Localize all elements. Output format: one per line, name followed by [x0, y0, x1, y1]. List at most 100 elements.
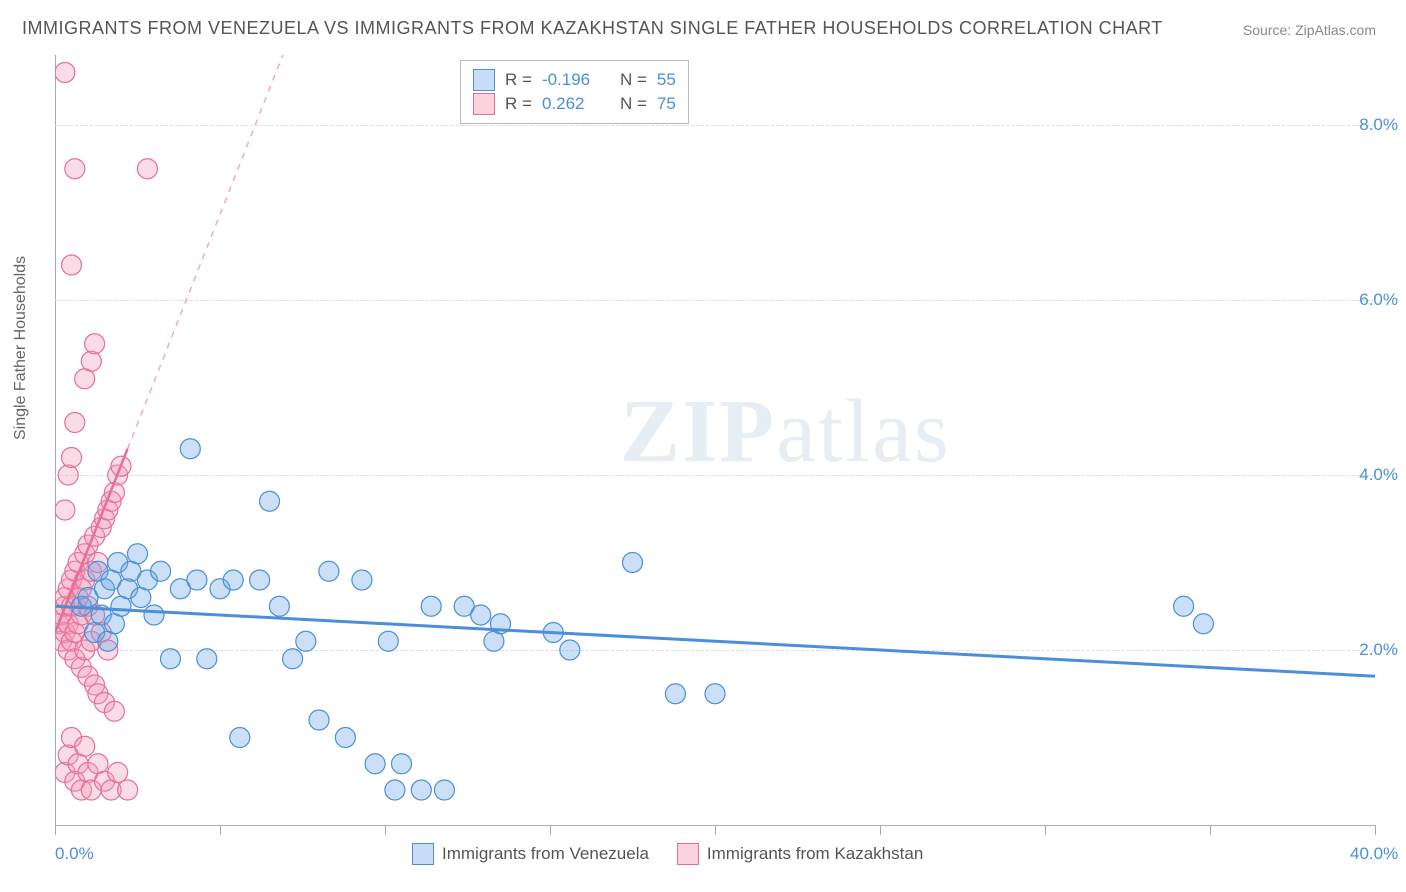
legend-row-pink: R = 0.262 N = 75 [473, 93, 676, 115]
scatter-point [71, 780, 91, 800]
trend-line [55, 449, 128, 633]
scatter-point [1193, 614, 1213, 634]
scatter-point [283, 649, 303, 669]
scatter-point [111, 456, 131, 476]
scatter-point [78, 588, 98, 608]
scatter-point [421, 596, 441, 616]
y-tick-label: 8.0% [1338, 115, 1398, 135]
scatter-point [309, 710, 329, 730]
scatter-point [197, 649, 217, 669]
x-tick [880, 825, 881, 835]
r-value-pink: 0.262 [542, 94, 602, 114]
scatter-point [111, 596, 131, 616]
scatter-point [104, 701, 124, 721]
grid-line [55, 125, 1375, 126]
correlation-legend: R = -0.196 N = 55 R = 0.262 N = 75 [460, 60, 689, 124]
scatter-point [411, 780, 431, 800]
scatter-point [78, 535, 98, 555]
source-attribution: Source: ZipAtlas.com [1243, 22, 1376, 38]
scatter-point [55, 623, 75, 643]
scatter-point [484, 631, 504, 651]
scatter-point [65, 413, 85, 433]
scatter-point [95, 579, 115, 599]
scatter-point [101, 570, 121, 590]
trend-line [55, 606, 1375, 676]
scatter-point [62, 631, 82, 651]
legend-label: Immigrants from Venezuela [442, 844, 649, 864]
scatter-point [58, 614, 78, 634]
watermark-zip: ZIP [620, 382, 776, 481]
scatter-point [128, 544, 148, 564]
y-axis-line [55, 55, 56, 825]
scatter-point [95, 771, 115, 791]
scatter-point [81, 561, 101, 581]
n-value-blue: 55 [657, 70, 676, 90]
scatter-point [55, 605, 72, 625]
scatter-point [335, 728, 355, 748]
scatter-point [91, 605, 111, 625]
x-tick [715, 825, 716, 835]
scatter-point [144, 605, 164, 625]
scatter-point [170, 579, 190, 599]
x-tick [1210, 825, 1211, 835]
y-tick-label: 6.0% [1338, 290, 1398, 310]
scatter-point [71, 579, 91, 599]
swatch-pink-icon [473, 93, 495, 115]
scatter-point [385, 780, 405, 800]
scatter-point [88, 684, 108, 704]
scatter-point [65, 623, 85, 643]
scatter-point [88, 561, 108, 581]
scatter-point [78, 666, 98, 686]
scatter-point [65, 561, 85, 581]
scatter-point [75, 570, 95, 590]
scatter-point [108, 763, 128, 783]
scatter-point [55, 596, 75, 616]
scatter-point [58, 579, 78, 599]
scatter-point [75, 736, 95, 756]
scatter-point [78, 763, 98, 783]
scatter-point [104, 483, 124, 503]
scatter-point [62, 570, 82, 590]
scatter-point [68, 754, 88, 774]
x-tick-label: 0.0% [55, 844, 94, 864]
scatter-point [151, 561, 171, 581]
scatter-point [269, 596, 289, 616]
scatter-point [260, 491, 280, 511]
y-tick-label: 4.0% [1338, 465, 1398, 485]
x-tick [55, 825, 56, 835]
scatter-point [434, 780, 454, 800]
swatch-blue-icon [412, 843, 434, 865]
scatter-point [187, 570, 207, 590]
scatter-point [223, 570, 243, 590]
x-tick [385, 825, 386, 835]
grid-line [55, 650, 1375, 651]
scatter-point [705, 684, 725, 704]
scatter-point [55, 763, 75, 783]
scatter-point [81, 780, 101, 800]
scatter-point [55, 631, 72, 651]
scatter-point [81, 631, 101, 651]
scatter-point [95, 693, 115, 713]
scatter-point [161, 649, 181, 669]
scatter-point [118, 579, 138, 599]
x-tick-label: 40.0% [1350, 844, 1398, 864]
grid-line [55, 475, 1375, 476]
legend-item-kazakhstan: Immigrants from Kazakhstan [677, 843, 923, 865]
scatter-point [623, 553, 643, 573]
scatter-point [104, 614, 124, 634]
scatter-point [55, 588, 75, 608]
n-label: N = [620, 70, 647, 90]
scatter-point [296, 631, 316, 651]
scatter-point [665, 684, 685, 704]
scatter-point [108, 553, 128, 573]
scatter-point [85, 334, 105, 354]
scatter-point [98, 500, 118, 520]
scatter-point [471, 605, 491, 625]
scatter-point [543, 623, 563, 643]
scatter-point [88, 553, 108, 573]
scatter-point [65, 159, 85, 179]
scatter-point [250, 570, 270, 590]
x-tick [550, 825, 551, 835]
scatter-point [71, 605, 91, 625]
scatter-point [378, 631, 398, 651]
